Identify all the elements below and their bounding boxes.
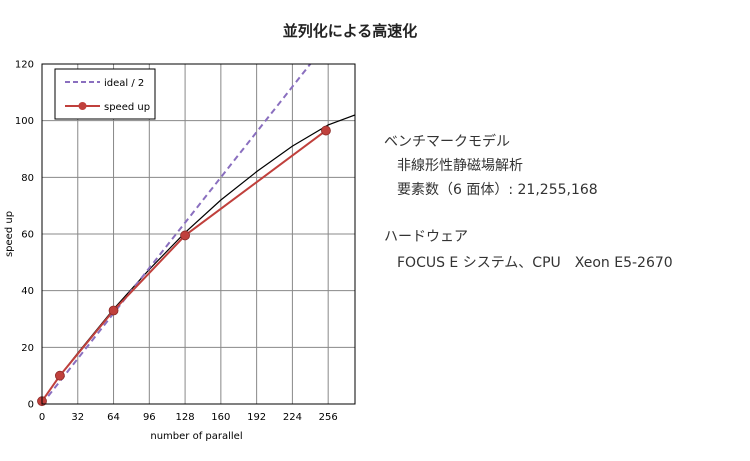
y-tick-label: 60	[21, 230, 34, 241]
series-ideal-line	[42, 64, 312, 404]
y-axis-label: speed up	[4, 211, 15, 257]
element-count: 要素数（6 面体）: 21,255,168	[397, 182, 598, 198]
y-tick-label: 40	[21, 286, 34, 297]
x-tick-label: 256	[319, 412, 338, 423]
speedup-point	[108, 305, 119, 316]
speedup-point	[180, 230, 190, 241]
speedup-point	[321, 125, 331, 136]
tick-labels: 0 32 64 96 128 160 192 224 256 0 20 40 60 80 100 120	[15, 60, 338, 424]
y-tick-label: 120	[15, 60, 34, 71]
trendline	[42, 114, 355, 402]
benchmark-model: 非線形性静磁場解析	[397, 158, 523, 174]
x-tick-label: 192	[247, 412, 266, 423]
slide-title: 並列化による高速化	[282, 22, 418, 40]
speedup-point	[54, 370, 65, 381]
x-tick-label: 224	[283, 412, 302, 423]
plot-frame	[41, 63, 356, 405]
speedup-chart: 0 32 64 96 128 160 192 224 256 0 20 40 60 80 100 120 nu…	[4, 60, 356, 442]
y-tick-label: 0	[28, 400, 34, 411]
hardware-heading: ハードウェア	[384, 229, 468, 245]
x-tick-label: 128	[176, 412, 195, 423]
legend: ideal / 2 speed up	[54, 68, 156, 120]
hardware-spec: FOCUS E システム、CPU Xeon E5-2670	[397, 255, 673, 271]
x-axis-label: number of parallel	[150, 431, 242, 442]
benchmark-info: ベンチマークモデル 非線形性静磁場解析 要素数（6 面体）: 21,255,16…	[384, 130, 744, 276]
legend-speedup-marker	[78, 102, 87, 110]
y-tick-label: 20	[21, 343, 34, 354]
benchmark-heading: ベンチマークモデル	[384, 134, 510, 150]
y-tick-label: 80	[21, 173, 34, 184]
x-tick-label: 96	[143, 412, 156, 423]
x-tick-label: 64	[107, 412, 120, 423]
x-tick-label: 160	[211, 412, 230, 423]
x-tick-label: 32	[71, 412, 84, 423]
y-tick-label: 100	[15, 116, 34, 127]
legend-ideal-label: ideal / 2	[104, 78, 144, 89]
legend-speedup-label: speed up	[104, 102, 150, 113]
legend-box	[54, 68, 156, 120]
x-tick-label: 0	[39, 412, 45, 423]
series-speedup-line	[41, 129, 327, 402]
